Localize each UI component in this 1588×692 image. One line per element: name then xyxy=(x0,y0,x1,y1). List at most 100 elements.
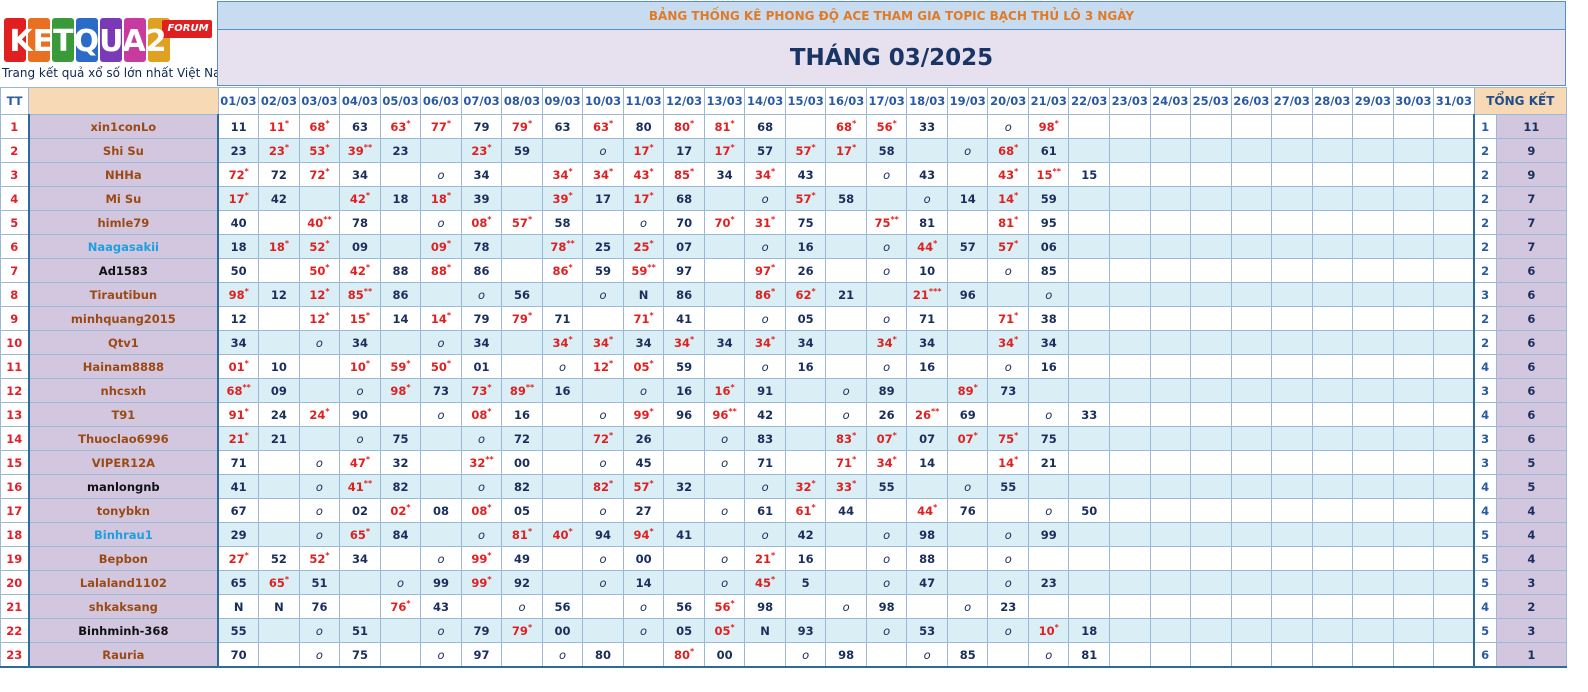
day-cell xyxy=(258,642,300,668)
day-cell xyxy=(1433,114,1475,139)
day-cell: 59 xyxy=(1027,186,1070,211)
day-cell xyxy=(1190,258,1232,283)
total-count: 2 xyxy=(1473,306,1497,331)
day-cell xyxy=(1109,618,1151,643)
day-cell: 34 xyxy=(906,330,948,355)
day-cell xyxy=(1230,474,1273,499)
cell-value: 16 xyxy=(714,383,731,398)
day-cell xyxy=(1352,114,1394,139)
cell-value: 50 xyxy=(430,359,447,374)
day-header-4: 04/03 xyxy=(339,87,381,115)
day-cell xyxy=(622,642,665,668)
cell-value: 08 xyxy=(471,407,488,422)
row-number: 11 xyxy=(0,354,30,379)
cell-value: 78 xyxy=(550,239,567,254)
day-cell xyxy=(1190,330,1232,355)
day-cell: 68 xyxy=(744,114,786,139)
day-cell: 78 xyxy=(339,210,381,235)
day-cell: 56 xyxy=(501,282,543,307)
day-cell xyxy=(1311,522,1354,547)
day-cell xyxy=(825,210,867,235)
day-cell: 34* xyxy=(663,330,705,355)
day-cell: o xyxy=(1027,282,1070,307)
logo-tagline: Trang kết quả xổ số lớn nhất Việt Nam xyxy=(2,66,233,80)
day-cell xyxy=(1027,474,1070,499)
day-cell xyxy=(379,210,422,235)
hit-marker: * xyxy=(244,190,249,200)
cell-value: 17 xyxy=(836,143,853,158)
hit-marker: * xyxy=(1014,454,1019,464)
day-cell xyxy=(541,546,584,571)
day-cell: 82 xyxy=(501,474,543,499)
day-cell: 67 xyxy=(217,498,260,523)
day-cell: 25 xyxy=(582,234,624,259)
day-cell xyxy=(1392,210,1435,235)
cell-value: 43 xyxy=(998,167,1015,182)
day-cell: 42 xyxy=(744,402,786,427)
day-cell xyxy=(1068,570,1110,595)
hit-marker: * xyxy=(325,262,330,272)
logo: KETQUA2 FORUM Trang kết quả xổ số lớn nh… xyxy=(0,0,232,86)
row-number: 20 xyxy=(0,570,30,595)
cell-value: 71 xyxy=(998,311,1015,326)
table-row: 21 shkaksang N N 76 76* 43 o 56 o 56 56* 98 o 98 o 23 4 2 xyxy=(0,594,1568,619)
cell-value: 42 xyxy=(349,191,366,206)
hit-marker: * xyxy=(527,622,533,632)
cell-value: 52 xyxy=(309,551,326,566)
cell-value: 68 xyxy=(309,119,326,134)
day-cell xyxy=(946,162,989,187)
day-cell xyxy=(379,402,422,427)
day-cell xyxy=(1392,330,1435,355)
day-cell: 58 xyxy=(865,138,908,163)
day-cell xyxy=(258,450,300,475)
total-score: 6 xyxy=(1495,402,1568,427)
table-row: 4 Mi Su 17* 42 42* 18 18* 39 39* 17 17* 68 o 57* 58 o 14… xyxy=(0,186,1568,211)
day-cell: 71* xyxy=(987,306,1029,331)
day-cell: 70* xyxy=(703,210,746,235)
ketqua2-logo xyxy=(4,18,212,62)
day-cell xyxy=(1190,402,1232,427)
day-cell xyxy=(865,498,908,523)
day-cell xyxy=(1392,594,1435,619)
day-cell xyxy=(501,642,543,668)
day-header-22: 22/03 xyxy=(1068,87,1110,115)
day-cell xyxy=(1271,114,1313,139)
day-cell xyxy=(379,546,422,571)
day-cell xyxy=(1271,258,1313,283)
day-cell: 83* xyxy=(825,426,867,451)
member-name: Bepbon xyxy=(27,546,220,571)
cell-value: 89 xyxy=(509,383,526,398)
day-cell: o xyxy=(420,642,462,668)
member-name: T91 xyxy=(27,402,220,427)
day-cell xyxy=(1068,594,1110,619)
cell-value: 25 xyxy=(633,239,650,254)
day-cell xyxy=(1271,354,1313,379)
day-cell xyxy=(379,330,422,355)
hit-marker: * xyxy=(244,358,249,368)
total-score: 6 xyxy=(1495,306,1568,331)
member-name: Thuoclao6996 xyxy=(27,426,220,451)
hit-marker: ** xyxy=(363,286,373,296)
table-row: 19 Bepbon 27* 52 52* 34 o 99* 49 o 00 o 21* 16 o 88 o 5 4 xyxy=(0,546,1568,571)
cell-value: 79 xyxy=(511,623,528,638)
day-cell: 90 xyxy=(339,402,381,427)
day-cell: o xyxy=(744,306,786,331)
table-row: 17 tonybkn 67 o 02 02* 08 08* 05 o 27 o 61 61* 44 44* 76… xyxy=(0,498,1568,523)
day-cell: 17* xyxy=(825,138,867,163)
day-cell xyxy=(946,450,989,475)
hit-marker: * xyxy=(487,406,492,416)
day-cell: 57* xyxy=(784,138,827,163)
day-cell: 76 xyxy=(946,498,989,523)
day-cell: 42 xyxy=(784,522,827,547)
day-cell xyxy=(1433,330,1475,355)
day-header-3: 03/03 xyxy=(298,87,341,115)
day-cell: N xyxy=(217,594,260,619)
cell-value: 97 xyxy=(755,263,772,278)
day-cell xyxy=(1271,594,1313,619)
day-cell: 79 xyxy=(460,618,503,643)
day-cell: o xyxy=(420,402,462,427)
day-cell: 47 xyxy=(906,570,948,595)
day-cell xyxy=(784,378,827,403)
day-cell xyxy=(1109,354,1151,379)
